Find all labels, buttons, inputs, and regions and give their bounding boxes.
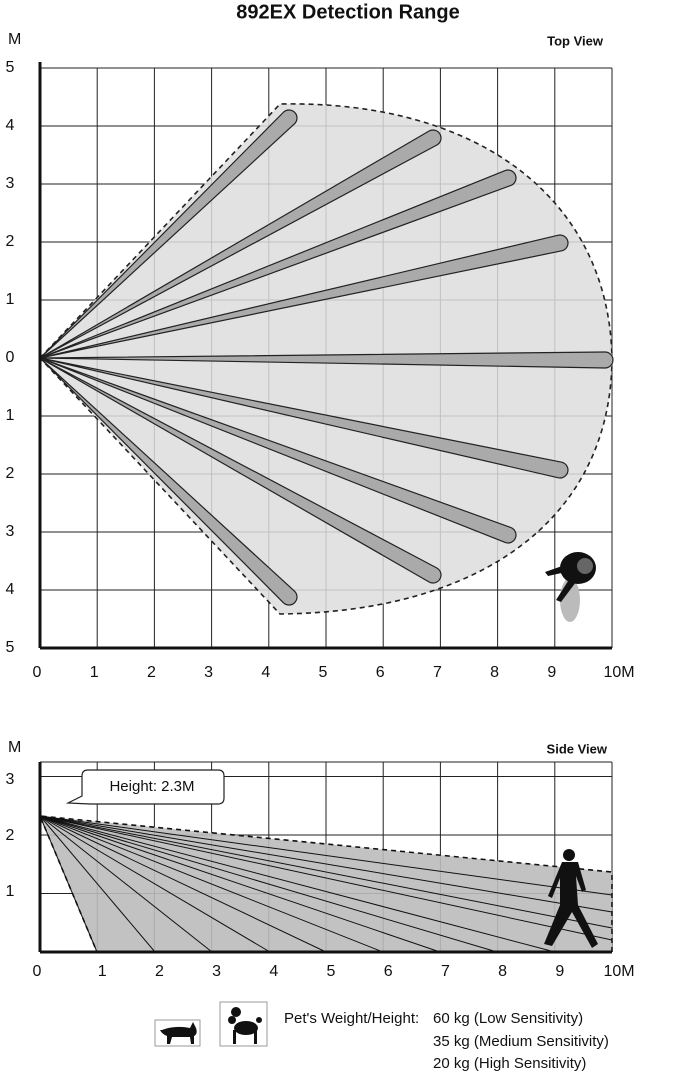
top-view: 5 4 3 2 1 0 1 2 3 4 5 0 1 2 3 4 5 6 7 8 9 10M bbox=[6, 59, 635, 681]
top-view-label: Top View bbox=[547, 33, 604, 48]
x-label: 7 bbox=[433, 664, 442, 681]
x-label: 8 bbox=[490, 664, 499, 681]
x-label: 6 bbox=[376, 664, 385, 681]
beam-line bbox=[39, 815, 556, 953]
x-label: 10M bbox=[603, 963, 634, 980]
dog-icon bbox=[219, 1001, 268, 1047]
x-label: 9 bbox=[555, 963, 564, 980]
x-label: 6 bbox=[384, 963, 393, 980]
callout-text: Height: 2.3M bbox=[109, 778, 194, 795]
callout-box bbox=[65, 769, 225, 805]
detection-beam bbox=[39, 357, 442, 584]
y-label: 2 bbox=[6, 465, 15, 482]
beam-line bbox=[39, 815, 213, 953]
detection-beam bbox=[39, 357, 298, 606]
beam-line bbox=[39, 815, 613, 929]
y-label: 4 bbox=[6, 581, 15, 598]
y-label: 5 bbox=[6, 639, 15, 656]
person-arm bbox=[545, 565, 576, 602]
person-head bbox=[563, 849, 575, 861]
x-label: 5 bbox=[327, 963, 336, 980]
beam-line bbox=[39, 815, 384, 953]
x-label: 8 bbox=[498, 963, 507, 980]
detection-beam bbox=[39, 129, 442, 359]
title: 892EX Detection Range bbox=[236, 1, 459, 23]
x-label: 1 bbox=[98, 963, 107, 980]
detection-beam bbox=[39, 109, 298, 359]
person-head bbox=[577, 558, 593, 574]
x-label: 5 bbox=[319, 664, 328, 681]
x-label: 9 bbox=[547, 664, 556, 681]
x-label: 4 bbox=[261, 664, 270, 681]
legend-line: 20 kg (High Sensitivity) bbox=[433, 1055, 586, 1072]
cat-icon bbox=[154, 1019, 201, 1047]
legend-line: 60 kg (Low Sensitivity) bbox=[433, 1010, 583, 1027]
y-label: 1 bbox=[6, 883, 15, 900]
x-label: 0 bbox=[33, 664, 42, 681]
legend-line: 35 kg (Medium Sensitivity) bbox=[433, 1033, 609, 1050]
detection-beam bbox=[39, 234, 569, 359]
x-label: 7 bbox=[441, 963, 450, 980]
y-label: 1 bbox=[6, 407, 15, 424]
side-view-label: Side View bbox=[547, 741, 608, 756]
x-label: 1 bbox=[90, 664, 99, 681]
x-label: 10M bbox=[603, 664, 634, 681]
person-icon bbox=[544, 849, 598, 948]
beam-line bbox=[39, 815, 613, 913]
top-unit: M bbox=[8, 31, 21, 48]
person-body bbox=[544, 862, 598, 948]
y-label: 2 bbox=[6, 233, 15, 250]
x-label: 2 bbox=[147, 664, 156, 681]
x-label: 2 bbox=[155, 963, 164, 980]
detection-beam bbox=[39, 357, 517, 544]
y-label: 3 bbox=[6, 523, 15, 540]
x-label: 3 bbox=[204, 664, 213, 681]
x-label: 4 bbox=[269, 963, 278, 980]
beam-line bbox=[39, 815, 498, 953]
beam-line bbox=[39, 815, 441, 953]
y-label: 1 bbox=[6, 291, 15, 308]
x-label: 3 bbox=[212, 963, 221, 980]
y-label: 3 bbox=[6, 175, 15, 192]
coverage-area bbox=[40, 816, 612, 952]
beam-line bbox=[39, 815, 613, 941]
y-label: 0 bbox=[6, 349, 15, 366]
side-unit: M bbox=[8, 739, 21, 756]
detection-beam bbox=[39, 351, 614, 369]
beam-line bbox=[39, 815, 327, 953]
detection-beam bbox=[39, 357, 569, 479]
legend-heading: Pet's Weight/Height: bbox=[284, 1010, 419, 1027]
detection-beam bbox=[39, 169, 517, 359]
beam-line bbox=[39, 815, 613, 896]
y-label: 3 bbox=[6, 771, 15, 788]
y-label: 4 bbox=[6, 117, 15, 134]
beam-line bbox=[39, 815, 156, 953]
x-label: 0 bbox=[33, 963, 42, 980]
person-icon bbox=[545, 552, 596, 622]
beam-line bbox=[39, 815, 271, 953]
y-label: 2 bbox=[6, 827, 15, 844]
y-label: 5 bbox=[6, 59, 15, 76]
